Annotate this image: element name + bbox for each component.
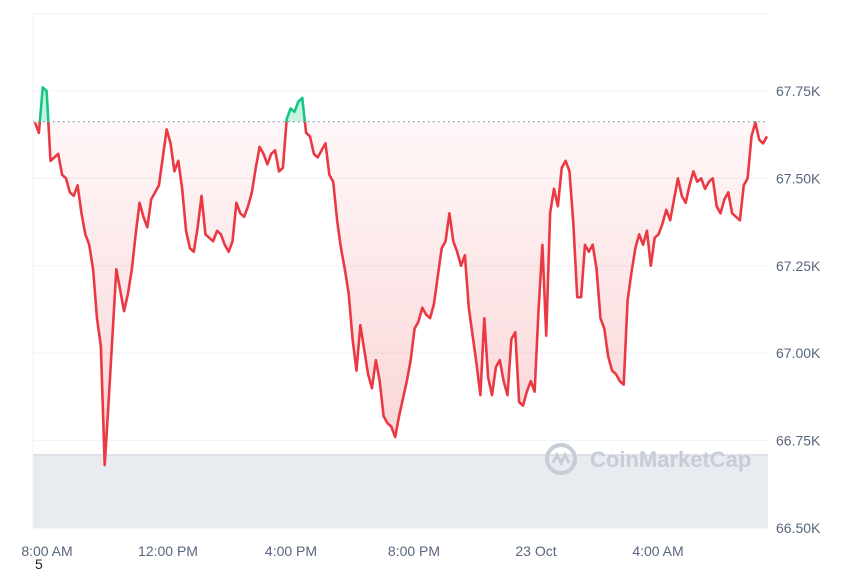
y-tick-label: 67.50K [776, 170, 821, 186]
x-axis: 8:00 AM 12:00 PM 4:00 PM 8:00 PM 23 Oct 4:00 … [21, 543, 683, 559]
x-tick-label: 8:00 AM [21, 543, 72, 559]
x-tick-label: 4:00 PM [265, 543, 317, 559]
y-tick-label: 67.25K [776, 258, 821, 274]
y-tick-label: 67.75K [776, 83, 821, 99]
y-tick-label: 67.00K [776, 345, 821, 361]
coinmarketcap-logo-icon [545, 443, 577, 475]
area-below-reference [35, 121, 767, 466]
footnote: 5 [35, 556, 43, 572]
watermark-text: CoinMarketCap [590, 447, 751, 472]
x-tick-label: 4:00 AM [632, 543, 683, 559]
y-axis: 67.75K 67.50K 67.25K 67.00K 66.75K 66.50K [776, 83, 821, 536]
volume-band [33, 455, 768, 528]
y-tick-label: 66.75K [776, 433, 821, 449]
price-line-down [33, 121, 769, 467]
x-tick-label: 23 Oct [515, 543, 556, 559]
y-tick-label: 66.50K [776, 520, 821, 536]
x-tick-label: 8:00 PM [388, 543, 440, 559]
watermark: CoinMarketCap [545, 443, 751, 475]
x-tick-label: 12:00 PM [138, 543, 198, 559]
